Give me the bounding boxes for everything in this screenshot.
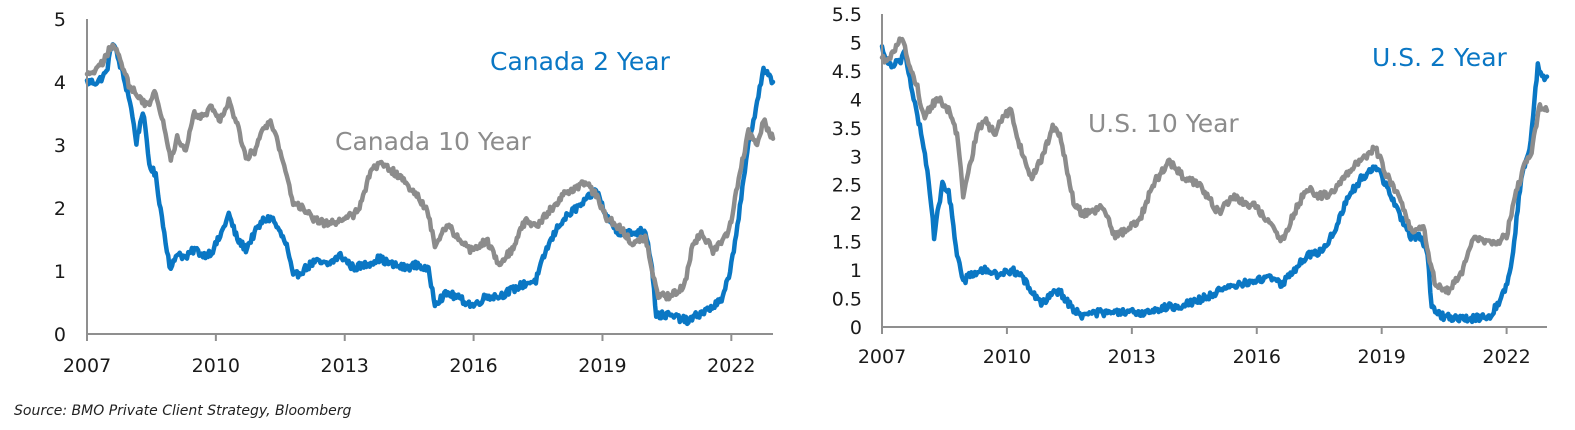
y-axis-ticks: 0 0.5 1 1.5 2 2.5 3 3.5 4 4.5 5 5.5 bbox=[832, 4, 862, 339]
us-2-year-label: U.S. 2 Year bbox=[1372, 43, 1508, 72]
y-tick-label: 5 bbox=[54, 9, 66, 31]
x-tick-label: 2016 bbox=[1233, 346, 1281, 368]
y-tick-label: 4 bbox=[850, 89, 862, 111]
y-tick-label: 0.5 bbox=[832, 289, 862, 311]
us-10-year-label: U.S. 10 Year bbox=[1088, 109, 1239, 138]
y-tick-label: 5 bbox=[850, 32, 862, 54]
x-axis-ticks: 2007 2010 2013 2016 2019 2022 bbox=[858, 327, 1531, 368]
u-s-2-year-line bbox=[879, 43, 1550, 325]
x-axis-ticks: 2007 2010 2013 2016 2019 2022 bbox=[63, 334, 756, 377]
x-tick-label: 2010 bbox=[983, 346, 1031, 368]
y-tick-label: 3 bbox=[850, 146, 862, 168]
y-axis-ticks: 0 1 2 3 4 5 bbox=[54, 9, 66, 346]
canada-10-year-label: Canada 10 Year bbox=[335, 127, 531, 156]
x-tick-label: 2019 bbox=[1358, 346, 1406, 368]
y-tick-label: 2 bbox=[54, 198, 66, 220]
x-tick-label: 2022 bbox=[1482, 346, 1530, 368]
x-tick-label: 2013 bbox=[1108, 346, 1156, 368]
canada-2-year-label: Canada 2 Year bbox=[490, 47, 671, 76]
x-tick-label: 2019 bbox=[578, 355, 626, 377]
us-yield-chart: 0 0.5 1 1.5 2 2.5 3 3.5 4 4.5 5 5.5 2007 2010 2013 201… bbox=[832, 4, 1550, 368]
x-tick-label: 2016 bbox=[449, 355, 497, 377]
y-tick-label: 4 bbox=[54, 72, 66, 94]
x-tick-label: 2022 bbox=[707, 355, 755, 377]
canada-2-year-line bbox=[84, 42, 776, 327]
x-tick-label: 2007 bbox=[63, 355, 111, 377]
y-tick-label: 2 bbox=[850, 203, 862, 225]
y-tick-label: 1.5 bbox=[832, 232, 862, 254]
series-lines bbox=[84, 42, 776, 327]
y-tick-label: 4.5 bbox=[832, 61, 862, 83]
y-tick-label: 2.5 bbox=[832, 175, 862, 197]
canada-10-year-line bbox=[84, 42, 776, 302]
x-tick-label: 2010 bbox=[192, 355, 240, 377]
y-tick-label: 1 bbox=[850, 260, 862, 282]
x-tick-label: 2013 bbox=[321, 355, 369, 377]
y-tick-label: 0 bbox=[54, 324, 66, 346]
y-tick-label: 0 bbox=[850, 317, 862, 339]
y-tick-label: 5.5 bbox=[832, 4, 862, 26]
canada-yield-chart: 0 1 2 3 4 5 2007 2010 2013 2016 2019 2022 Canada 2… bbox=[54, 9, 776, 377]
x-tick-label: 2007 bbox=[858, 346, 906, 368]
y-tick-label: 3 bbox=[54, 135, 66, 157]
u-s-10-year-line bbox=[879, 36, 1550, 296]
y-tick-label: 3.5 bbox=[832, 118, 862, 140]
source-note: Source: BMO Private Client Strategy, Blo… bbox=[14, 403, 352, 419]
series-lines bbox=[879, 36, 1550, 325]
y-tick-label: 1 bbox=[54, 261, 66, 283]
